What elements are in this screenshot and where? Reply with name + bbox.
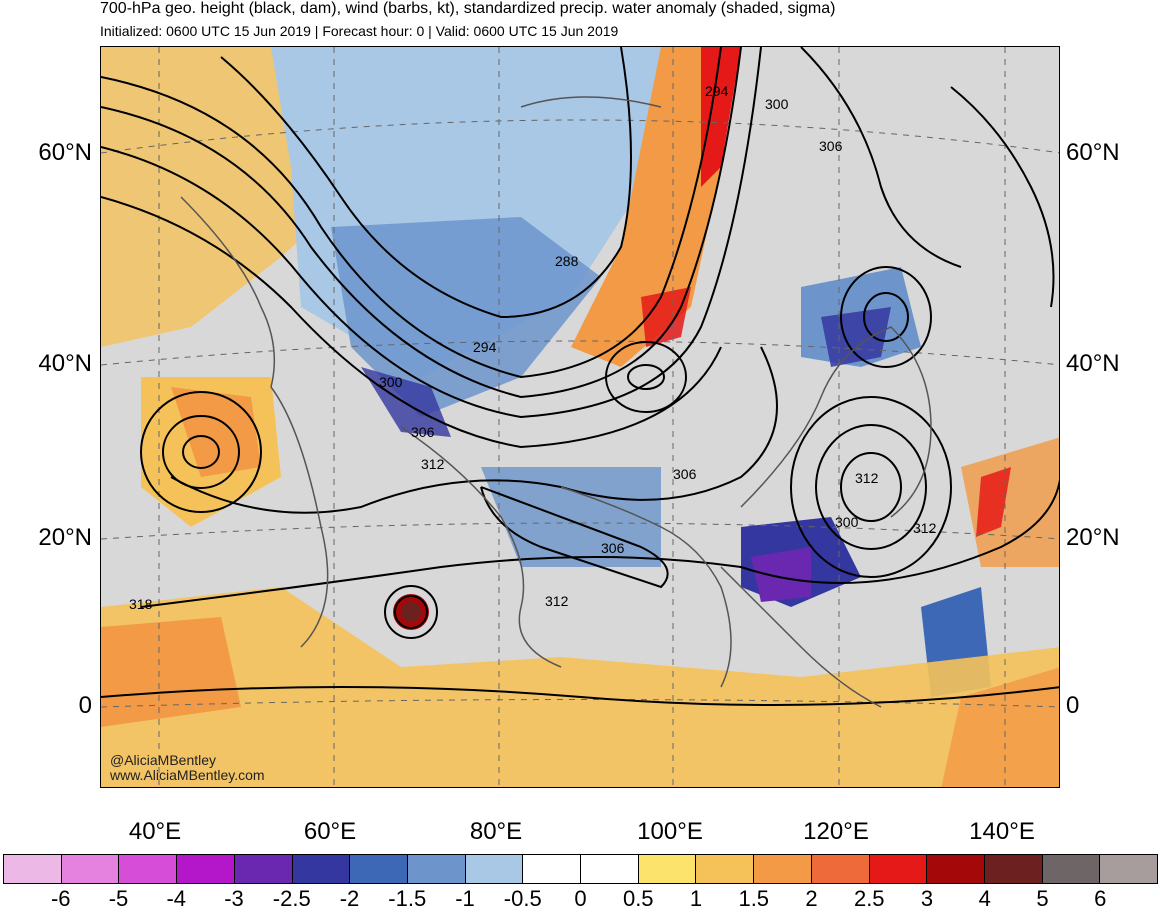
lon-label-80e: 80°E [469, 818, 523, 845]
colorbar-tick-label: 2 [805, 886, 818, 911]
colorbar-tick-label: 0.5 [622, 886, 654, 911]
colorbar-tick-label: -6 [50, 886, 71, 911]
lat-label-0-left: 0 [78, 692, 92, 719]
weather-map: 294 300 306 288 294 300 306 312 306 306 … [100, 46, 1060, 788]
colorbar-swatch [350, 855, 408, 883]
colorbar-swatch [754, 855, 812, 883]
colorbar-tick-label: 5 [1036, 886, 1049, 911]
anomaly-blue-bay [481, 467, 661, 567]
lat-label-40n-right: 40°N [1066, 350, 1120, 377]
colorbar-tick-label: 4 [978, 886, 991, 911]
colorbar-swatch [234, 855, 293, 883]
colorbar-tick-label: 0 [574, 886, 587, 911]
lat-label-20n-right: 20°N [1066, 524, 1120, 551]
contour-label: 294 [705, 83, 729, 99]
lon-label-140e: 140°E [969, 818, 1035, 845]
anomaly-red-wpacific [976, 467, 1011, 537]
colorbar-tick-label: 6 [1094, 886, 1107, 911]
colorbar-swatch [407, 855, 466, 883]
lat-label-20n-left: 20°N [38, 524, 92, 551]
contour-label: 312 [421, 456, 445, 472]
lat-label-60n-left: 60°N [38, 139, 92, 166]
lon-label-60e: 60°E [303, 818, 357, 845]
colorbar-tick-label: 1 [689, 886, 703, 911]
contour-labels: 294 300 306 288 294 300 306 312 306 306 … [129, 83, 937, 612]
colorbar-swatch [523, 855, 582, 883]
contour-label: 312 [855, 470, 879, 486]
colorbar-tick-label: -2.5 [272, 886, 311, 911]
contour-label: 300 [379, 374, 403, 390]
colorbar-swatch [984, 855, 1043, 883]
contour-label: 306 [819, 138, 843, 154]
anomaly-yellow-tropics [101, 587, 1059, 787]
contour-label: 288 [555, 253, 579, 269]
contour-label: 306 [601, 540, 625, 556]
colorbar-swatch [1042, 855, 1101, 883]
credit-url: www.AliciaMBentley.com [110, 767, 265, 783]
colorbar-swatch [119, 855, 178, 883]
colorbar-swatch [696, 855, 755, 883]
contour-label: 306 [411, 424, 435, 440]
lat-label-60n-right: 60°N [1066, 139, 1120, 166]
anomaly-cyclone-eye [401, 602, 421, 622]
colorbar-swatch [292, 855, 351, 883]
colorbar-tick-label: 2.5 [853, 886, 885, 911]
anomaly-orange-wpacific [961, 437, 1059, 567]
contour-label: 294 [473, 339, 497, 355]
colorbar-tick-label: -0.5 [503, 886, 542, 911]
contour-label: 312 [545, 593, 569, 609]
colorbar-tick-label: -1.5 [388, 886, 427, 911]
lon-label-120e: 120°E [803, 818, 869, 845]
colorbar-tick-label: 1.5 [738, 886, 770, 911]
anomaly-red-mongolia [641, 287, 691, 347]
contour-label: 318 [129, 596, 153, 612]
colorbar-swatch [869, 855, 928, 883]
colorbar [3, 854, 1158, 884]
colorbar-swatch [177, 855, 235, 883]
colorbar-swatch [465, 855, 524, 883]
anomaly-darkblue-caspian [361, 367, 451, 437]
anomaly-orange-africa [101, 617, 241, 727]
colorbar-swatch [927, 855, 985, 883]
colorbar-tick-label: -3 [224, 886, 244, 911]
colorbar-swatch [4, 855, 62, 883]
colorbar-swatch [638, 855, 697, 883]
lon-label-40e: 40°E [128, 818, 182, 845]
anomaly-red-ridge [701, 47, 741, 187]
contour-label: 312 [913, 520, 937, 536]
graticule [101, 47, 1059, 787]
contour-label: 300 [835, 514, 859, 530]
contour-label: 300 [765, 96, 789, 112]
lat-label-0-right: 0 [1066, 692, 1080, 719]
colorbar-tick-label: -5 [108, 886, 129, 911]
map-canvas: 294 300 306 288 294 300 306 312 306 306 … [101, 47, 1059, 787]
lon-label-100e: 100°E [637, 818, 703, 845]
colorbar-swatch [811, 855, 870, 883]
credit-handle: @AliciaMBentley [110, 752, 217, 768]
colorbar-tick-label: -1 [455, 886, 475, 911]
lat-label-40n-left: 40°N [38, 350, 92, 377]
colorbar-swatch [61, 855, 120, 883]
contour-label: 306 [673, 466, 697, 482]
coastlines [180, 96, 932, 708]
anomaly-purple-scs [751, 547, 811, 602]
height-contours [101, 47, 1059, 706]
colorbar-tick-label: -4 [166, 886, 187, 911]
map-subtitle: Initialized: 0600 UTC 15 Jun 2019 | Fore… [100, 23, 619, 39]
colorbar-tick-label: -2 [339, 886, 360, 911]
map-title: 700-hPa geo. height (black, dam), wind (… [100, 0, 836, 17]
colorbar-swatch [1100, 855, 1158, 883]
colorbar-swatch [581, 855, 639, 883]
colorbar-tick-label: 3 [920, 886, 934, 911]
anomaly-orange-ridge [571, 47, 741, 367]
